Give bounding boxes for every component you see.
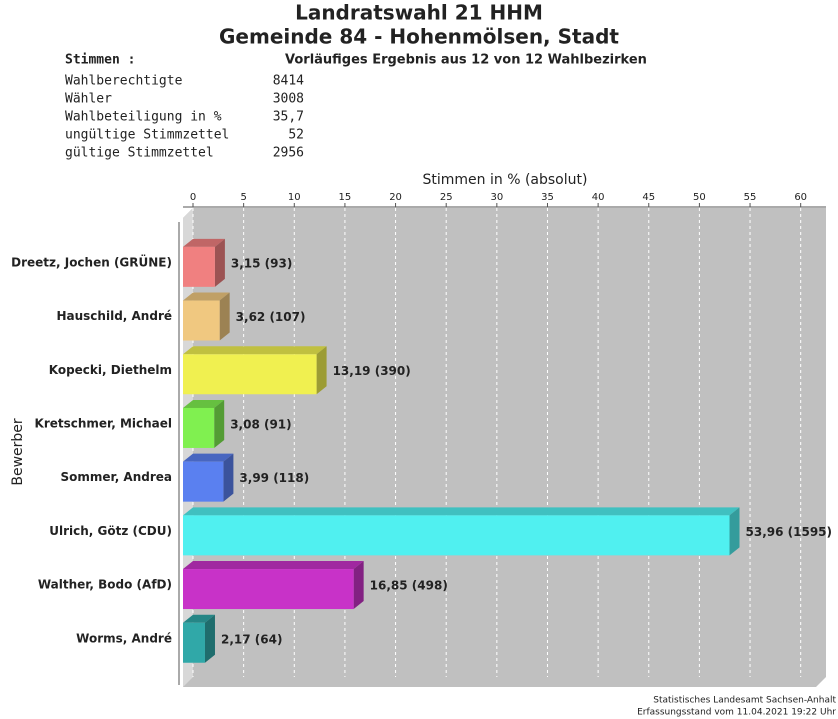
- stat-label: ungültige Stimmzettel: [65, 128, 229, 143]
- x-tick-label: 5: [240, 192, 246, 203]
- stat-value: 35,7: [273, 110, 304, 125]
- stats: Wahlberechtigte 8414 Wähler 3008 Wahlbeteili…: [65, 74, 304, 161]
- footer-line: Erfassungsstand vom 11.04.2021 19:22 Uhr: [637, 708, 836, 718]
- value-label: 3,15 (93): [231, 256, 292, 270]
- bar: [183, 246, 215, 287]
- stat-label: Wahlberechtigte: [65, 74, 183, 89]
- category-label: Worms, André: [76, 631, 172, 645]
- bar-side: [214, 238, 225, 287]
- bar-side: [204, 614, 215, 663]
- bar: [183, 515, 730, 556]
- category-label: Hauschild, André: [56, 309, 172, 323]
- y-axis-label: Bewerber: [10, 418, 26, 486]
- value-label: 3,99 (118): [239, 471, 309, 485]
- bar-top: [183, 346, 327, 355]
- value-label: 13,19 (390): [333, 364, 411, 378]
- bar-top: [183, 453, 234, 462]
- stat-label: Wähler: [65, 92, 112, 107]
- x-tick-label: 0: [190, 192, 196, 203]
- x-tick-label: 55: [744, 192, 757, 203]
- stat-value: 2956: [273, 146, 304, 161]
- value-label: 16,85 (498): [370, 579, 448, 593]
- category-label: Kretschmer, Michael: [35, 416, 172, 430]
- x-tick-label: 20: [389, 192, 402, 203]
- stat-label: Wahlbeteiligung in %: [65, 110, 222, 125]
- value-label: 3,62 (107): [236, 310, 306, 324]
- footer-line: Statistisches Landesamt Sachsen-Anhalt: [653, 696, 836, 706]
- bar-top: [183, 292, 230, 301]
- stat-label: gültige Stimmzettel: [65, 146, 214, 161]
- x-axis-label: Stimmen in % (absolut): [423, 172, 588, 188]
- bar-side: [353, 561, 364, 610]
- category-label: Dreetz, Jochen (GRÜNE): [11, 254, 172, 269]
- bar-top: [183, 238, 225, 247]
- value-label: 2,17 (64): [221, 632, 282, 646]
- bar: [183, 407, 215, 448]
- x-tick-label: 30: [490, 192, 503, 203]
- stat-value: 52: [288, 128, 304, 143]
- stimmen-heading: Stimmen :: [65, 53, 135, 68]
- category-label: Kopecki, Diethelm: [49, 363, 172, 377]
- subtitle: Vorläufiges Ergebnis aus 12 von 12 Wahlb…: [285, 53, 647, 68]
- category-label: Sommer, Andrea: [61, 470, 173, 484]
- bar-side: [223, 453, 234, 502]
- x-tick-label: 45: [642, 192, 655, 203]
- value-label: 53,96 (1595): [746, 525, 833, 539]
- bar: [183, 569, 354, 610]
- bar-side: [219, 292, 230, 341]
- bar-side: [316, 346, 327, 395]
- bar-top: [183, 614, 215, 623]
- x-tick-label: 15: [339, 192, 352, 203]
- category-label: Ulrich, Götz (CDU): [49, 524, 172, 538]
- category-label: Walther, Bodo (AfD): [38, 578, 172, 592]
- value-label: 3,08 (91): [230, 417, 291, 431]
- x-tick-label: 10: [288, 192, 301, 203]
- bar: [183, 354, 317, 395]
- bar-top: [183, 399, 225, 408]
- x-tick-label: 50: [693, 192, 706, 203]
- bar-top: [183, 561, 364, 570]
- bar-top: [183, 507, 740, 516]
- title-line: Landratswahl 21 HHM: [295, 1, 543, 25]
- x-tick-label: 40: [592, 192, 605, 203]
- x-tick-label: 25: [440, 192, 453, 203]
- bar: [183, 622, 205, 663]
- bar: [183, 300, 220, 341]
- bar-side: [214, 399, 225, 448]
- bar: [183, 461, 224, 502]
- x-tick-label: 35: [541, 192, 554, 203]
- x-tick-label: 60: [794, 192, 807, 203]
- plot-area: [183, 208, 826, 687]
- bar-side: [729, 507, 740, 556]
- stat-value: 3008: [273, 92, 304, 107]
- title-line: Gemeinde 84 - Hohenmölsen, Stadt: [219, 25, 619, 49]
- stat-value: 8414: [273, 74, 304, 89]
